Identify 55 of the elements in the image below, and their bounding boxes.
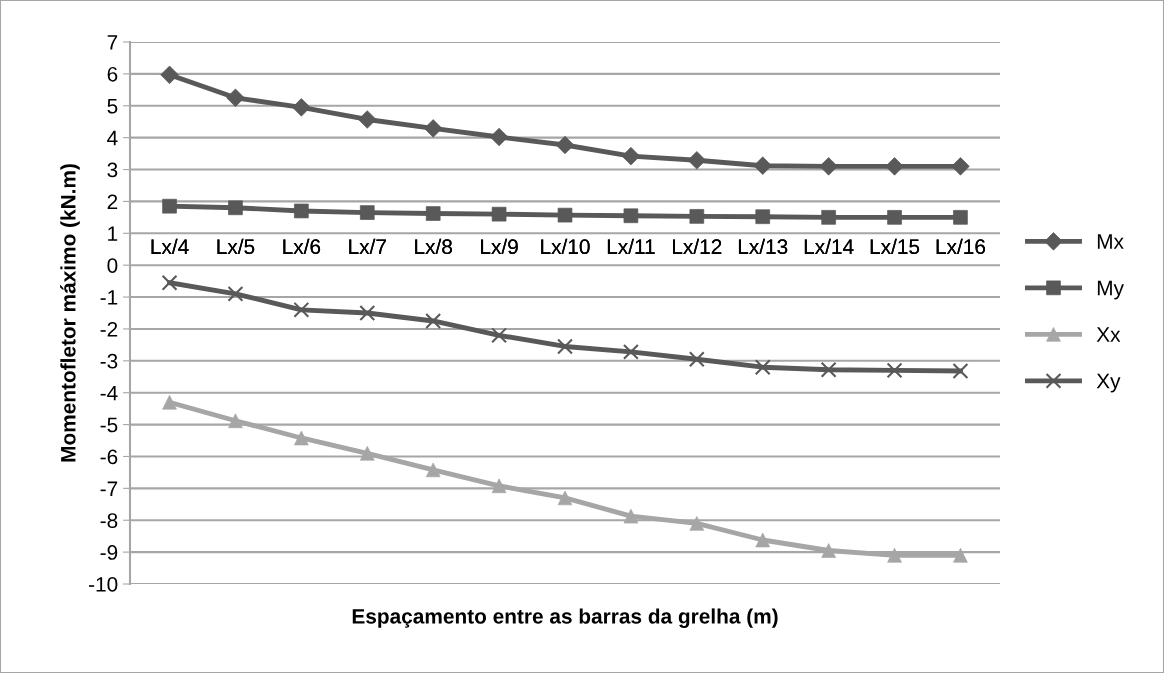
- y-tick-label: -2: [100, 321, 118, 337]
- y-tick-label: 6: [107, 66, 118, 82]
- y-tick-label: -1: [100, 290, 118, 305]
- point: [227, 285, 244, 302]
- x-tick-label: Lx/15: [870, 238, 920, 255]
- x-axis-title: Espaçamento entre as barras da grelha (m): [352, 608, 778, 628]
- legend-label: Xy: [1096, 373, 1121, 393]
- y-tick-label: 2: [107, 194, 118, 209]
- y-axis-title: Momentofletor máximo (kN.m): [60, 164, 80, 462]
- point: [491, 327, 508, 344]
- point: [359, 305, 376, 321]
- x-tick-label: Lx/6: [283, 238, 321, 255]
- y-tick-label: 5: [107, 98, 118, 114]
- y-tick-label: -5: [100, 417, 118, 433]
- point: [557, 338, 573, 355]
- point: [952, 363, 969, 380]
- y-tick-label: -4: [100, 385, 118, 401]
- legend-label: Xx: [1096, 327, 1121, 342]
- x-tick-label: Lx/7: [349, 238, 386, 255]
- x-tick-label: Lx/10: [541, 238, 590, 255]
- y-tick-label: 0: [107, 258, 118, 273]
- y-tick-label: 1: [108, 226, 118, 241]
- x-tick-label: Lx/8: [415, 238, 452, 255]
- x-tick-label: Lx/11: [607, 238, 655, 255]
- y-tick-label: 4: [107, 130, 118, 146]
- point: [293, 301, 310, 318]
- y-tick-label: -3: [100, 353, 118, 369]
- y-tick-label: -9: [100, 545, 118, 560]
- x-tick-label: Lx/12: [673, 238, 722, 255]
- y-tick-label: -6: [100, 449, 118, 465]
- point: [688, 351, 705, 368]
- point: [425, 312, 442, 329]
- point: [491, 206, 507, 222]
- x-tick-label: Lx/14: [804, 238, 854, 255]
- point: [754, 359, 771, 376]
- x-tick-label: Lx/5: [217, 238, 255, 255]
- y-tick-label: -7: [100, 481, 118, 496]
- x-tick-label: Lx/4: [151, 238, 189, 255]
- point: [359, 205, 375, 220]
- point: [820, 361, 837, 378]
- point: [886, 362, 903, 379]
- x-tick-label: Lx/16: [936, 238, 986, 255]
- x-tick-label: Lx/9: [481, 238, 518, 255]
- point: [622, 343, 639, 360]
- y-tick-label: 3: [107, 162, 118, 178]
- legend-label: My: [1097, 280, 1124, 300]
- point: [161, 274, 178, 291]
- y-tick-label: 7: [107, 35, 118, 50]
- point: [821, 210, 836, 225]
- y-tick-label: -8: [100, 513, 118, 528]
- y-tick-label: -10: [89, 577, 118, 592]
- x-tick-label: Lx/13: [738, 238, 788, 255]
- legend-label: Mx: [1097, 234, 1124, 249]
- point: [689, 209, 705, 224]
- point: [423, 119, 443, 138]
